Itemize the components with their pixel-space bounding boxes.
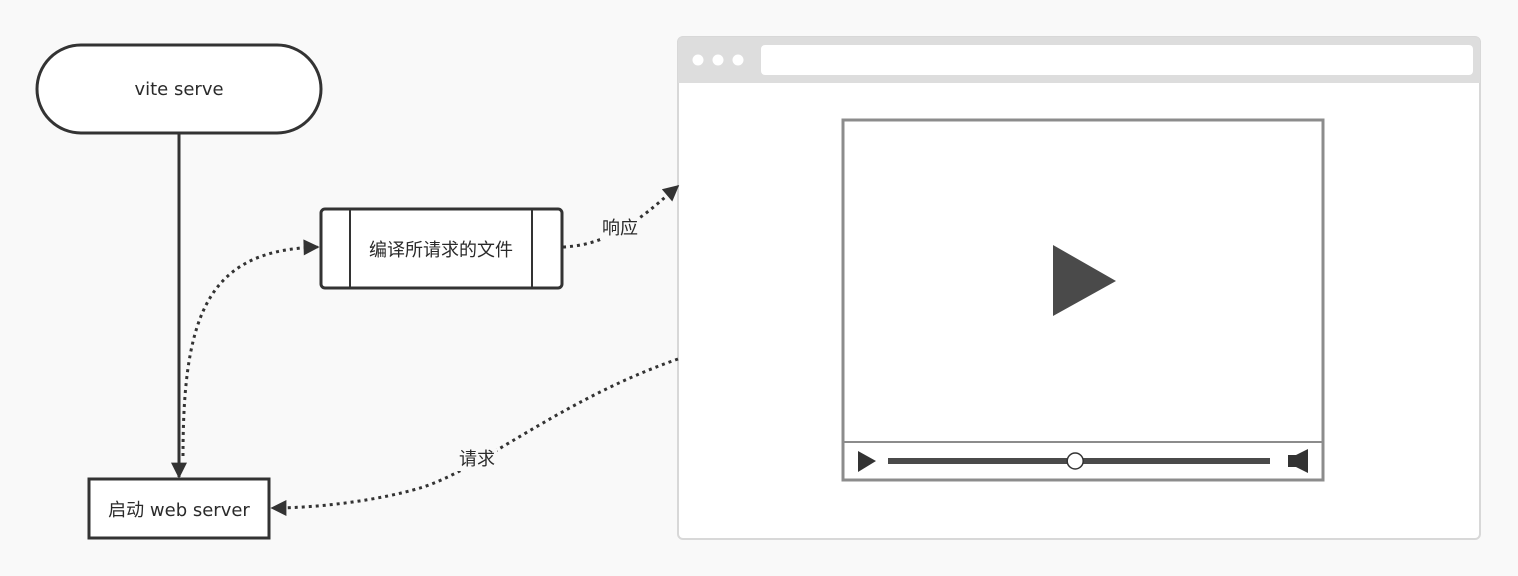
window-dot <box>712 54 724 66</box>
compile-node-label: 编译所请求的文件 <box>369 239 513 261</box>
play-icon[interactable] <box>1053 245 1116 316</box>
play-small-icon[interactable] <box>858 451 876 472</box>
progress-knob[interactable] <box>1066 452 1084 470</box>
window-dot <box>692 54 704 66</box>
edge-server-to-compile <box>181 239 320 457</box>
start-node <box>35 43 323 135</box>
compile-node <box>319 207 564 290</box>
start-node-label: vite serve <box>134 78 224 100</box>
server-node <box>87 477 271 540</box>
server-node-label: 启动 web server <box>108 499 250 521</box>
address-bar[interactable] <box>761 45 1473 75</box>
volume-icon[interactable] <box>1288 449 1308 473</box>
edge-request <box>270 357 679 516</box>
edge-label-response: 响应 <box>600 218 640 240</box>
video-player <box>841 118 1325 482</box>
edge-label-request: 请求 <box>457 449 497 471</box>
window-dot <box>732 54 744 66</box>
